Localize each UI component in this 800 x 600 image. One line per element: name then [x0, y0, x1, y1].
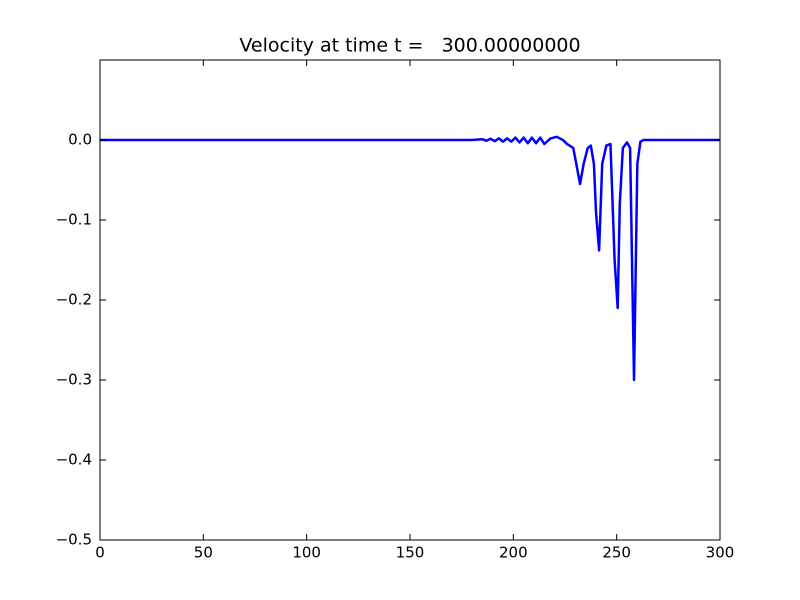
chart-title: Velocity at time t = 300.00000000: [239, 35, 580, 57]
x-tick-label: 50: [194, 544, 213, 562]
y-tick-label: −0.5: [56, 531, 92, 549]
y-tick-label: −0.3: [56, 371, 92, 389]
x-tick-label: 100: [292, 544, 321, 562]
y-tick-label: −0.2: [56, 291, 92, 309]
y-tick-label: −0.1: [56, 211, 92, 229]
x-tick-label: 150: [396, 544, 425, 562]
x-tick-label: 0: [95, 544, 105, 562]
y-tick-label: −0.4: [56, 451, 92, 469]
x-tick-label: 300: [706, 544, 735, 562]
x-tick-label: 250: [602, 544, 631, 562]
y-tick-label: 0.0: [68, 131, 92, 149]
plot-frame: [99, 59, 721, 541]
x-tick-label: 200: [499, 544, 528, 562]
data-line: [100, 135, 720, 382]
